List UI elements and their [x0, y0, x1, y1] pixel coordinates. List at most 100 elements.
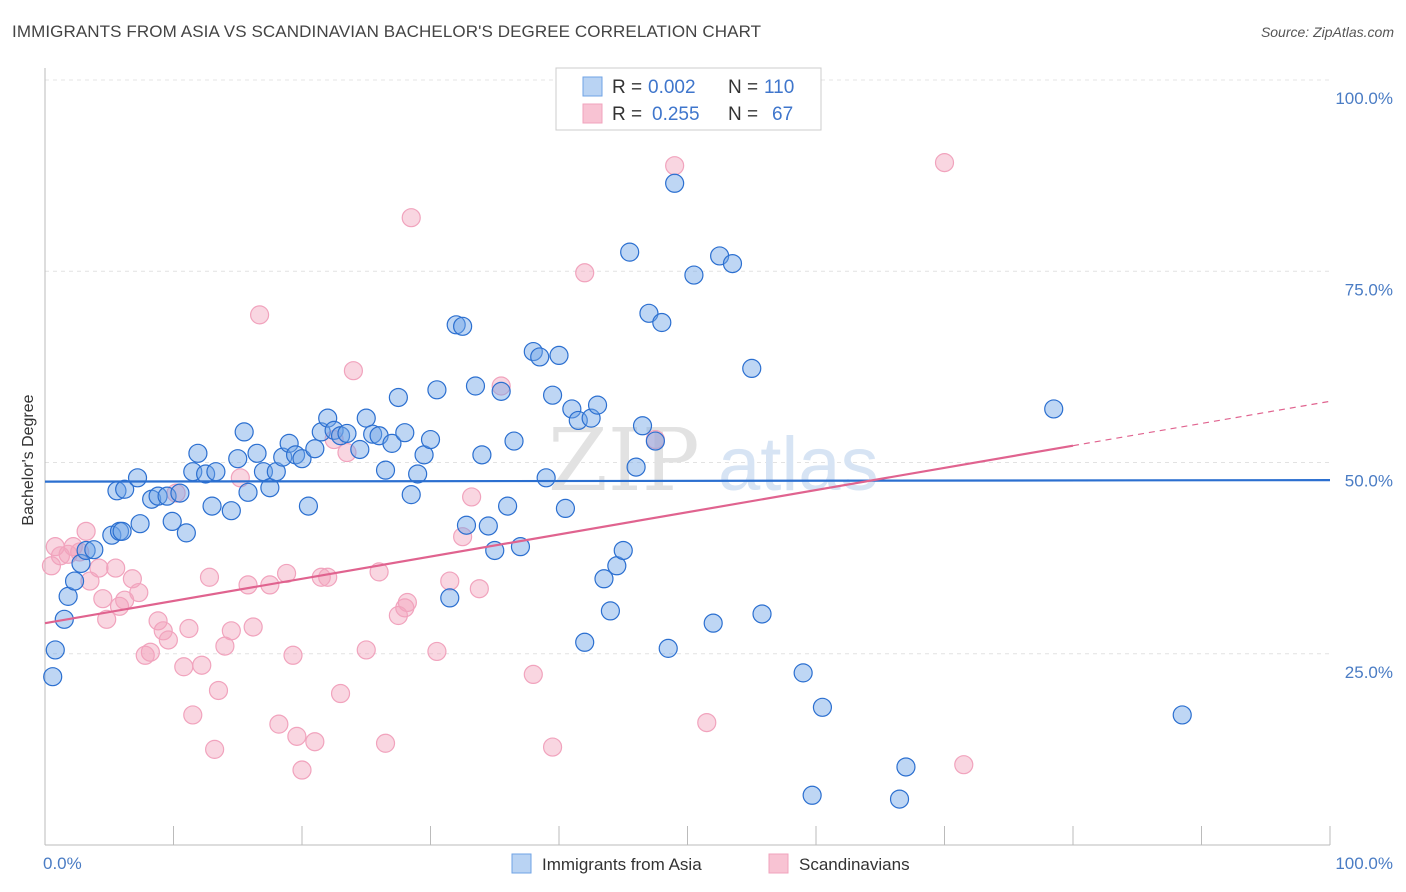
asia-point [456, 515, 477, 535]
scandinavians-point [243, 617, 263, 637]
asia-trend-line [44, 478, 1331, 483]
scandinavians-point [221, 621, 241, 641]
asia-point [536, 468, 556, 488]
scandinavians-point [205, 739, 225, 759]
asia-point [812, 697, 833, 717]
scandinavians-point [80, 571, 100, 591]
scandinavians-point [63, 537, 83, 557]
asia-point [465, 376, 486, 396]
asia-point [84, 540, 104, 560]
asia-point [427, 380, 447, 400]
scandinavians-point [356, 640, 376, 660]
scandinavians-point [542, 737, 563, 757]
asia-point [652, 312, 672, 333]
asia-point [440, 588, 460, 608]
scandinavians-point [491, 376, 511, 396]
scandinavians-point [174, 657, 194, 677]
asia-point [43, 667, 63, 687]
asia-point [228, 449, 248, 469]
asia-point [620, 242, 640, 262]
scandinavians-point [397, 592, 417, 613]
asia-point [889, 789, 910, 809]
asia-point [742, 358, 762, 379]
asia-point [1172, 705, 1192, 725]
asia-point [64, 571, 85, 591]
asia-point [1044, 399, 1064, 419]
asia-point [162, 511, 182, 532]
scandinavians-point [343, 361, 363, 381]
asia-point [292, 449, 312, 469]
asia-point [382, 433, 402, 453]
legend-n-value: 110 [764, 77, 794, 98]
asia-point [298, 496, 319, 516]
y-tick-label: 25.0% [1345, 663, 1393, 682]
source-credit: Source: ZipAtlas.com [1260, 24, 1394, 40]
asia-point [793, 663, 813, 683]
scandinavians-point [318, 567, 338, 587]
scandinavians-point [369, 562, 389, 582]
asia-point [395, 423, 415, 443]
scandinavians-point [148, 611, 168, 631]
scandinavians-point [665, 156, 685, 176]
asia-point [575, 632, 595, 652]
legend-swatch-scand [768, 853, 789, 874]
scandinavians-point [427, 641, 447, 662]
scandinavians-point [292, 760, 312, 780]
scandinavians-point [89, 558, 109, 578]
asia-point [247, 443, 267, 463]
asia-point [76, 540, 96, 561]
legend-r-value: 0.002 [648, 77, 696, 98]
bottom-legend: Immigrants from Asia Scandinavians [511, 853, 910, 874]
scandinavians-point [158, 630, 178, 650]
asia-point [375, 460, 396, 480]
asia-point [453, 316, 473, 336]
scandinavians-point [388, 605, 408, 626]
scand-trend-extension [1072, 400, 1331, 447]
asia-point [665, 173, 685, 193]
asia-point [279, 433, 299, 453]
scandinavians-point [375, 733, 396, 753]
asia-point [626, 457, 646, 477]
scandinavians-point [453, 527, 473, 547]
legend-series-scand: Scandinavians [799, 855, 910, 874]
scandinavians-point [395, 598, 415, 618]
asia-point [802, 785, 822, 805]
asia-point [170, 483, 190, 503]
y-tick-label: 75.0% [1345, 280, 1393, 299]
legend-n-label: N = [728, 104, 758, 125]
legend-swatch-scand [582, 103, 603, 124]
scandinavians-point [153, 621, 173, 641]
legend-n-label: N = [728, 77, 758, 98]
legend-series-asia: Immigrants from Asia [542, 855, 702, 874]
scandinavians-point [287, 726, 307, 746]
scandinavians-point [462, 487, 482, 507]
asia-point [206, 462, 226, 482]
asia-point [498, 496, 518, 516]
legend-n-value: 67 [772, 104, 793, 125]
scandinavians-point [183, 705, 203, 725]
asia-point [549, 345, 569, 365]
asia-point [703, 613, 723, 633]
scandinavians-point [238, 575, 258, 595]
asia-point [221, 501, 241, 521]
legend-swatch-asia [511, 853, 532, 874]
scandinavians-point [199, 567, 220, 587]
x-tick-label: 0.0% [43, 854, 82, 873]
asia-point [401, 485, 421, 505]
asia-point [472, 445, 492, 465]
scandinavians-point [283, 645, 303, 665]
scandinavians-point [330, 683, 351, 704]
asia-point [594, 569, 614, 589]
scandinavians-point [249, 305, 270, 325]
asia-point [188, 443, 208, 463]
asia-point [562, 399, 582, 419]
asia-point [478, 516, 498, 536]
asia-point [202, 496, 222, 516]
scandinavians-point [469, 579, 489, 599]
asia-point [420, 429, 441, 450]
scandinavians-point [106, 558, 126, 578]
scandinavians-point [179, 618, 199, 639]
scandinavians-point [440, 571, 460, 591]
scandinavians-point [93, 589, 113, 609]
watermark: ZIP atlas [548, 411, 879, 511]
